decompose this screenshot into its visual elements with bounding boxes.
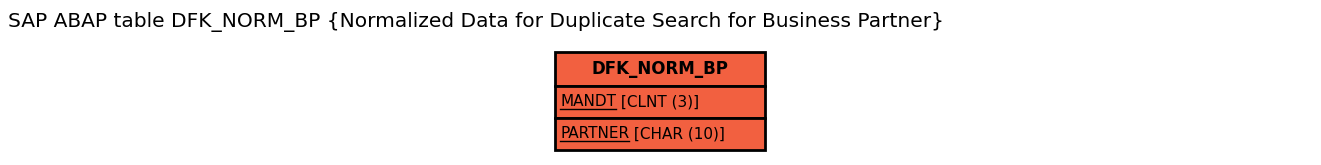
Bar [555,86,765,118]
Text: MANDT: MANDT [560,95,616,110]
Text: SAP ABAP table DFK_NORM_BP {Normalized Data for Duplicate Search for Business Pa: SAP ABAP table DFK_NORM_BP {Normalized D… [8,12,945,32]
Bar [555,52,765,86]
Text: [CHAR (10)]: [CHAR (10)] [629,127,725,142]
Text: PARTNER: PARTNER [560,127,629,142]
Text: DFK_NORM_BP: DFK_NORM_BP [592,60,728,78]
Bar [555,118,765,150]
Text: [CLNT (3)]: [CLNT (3)] [616,95,699,110]
